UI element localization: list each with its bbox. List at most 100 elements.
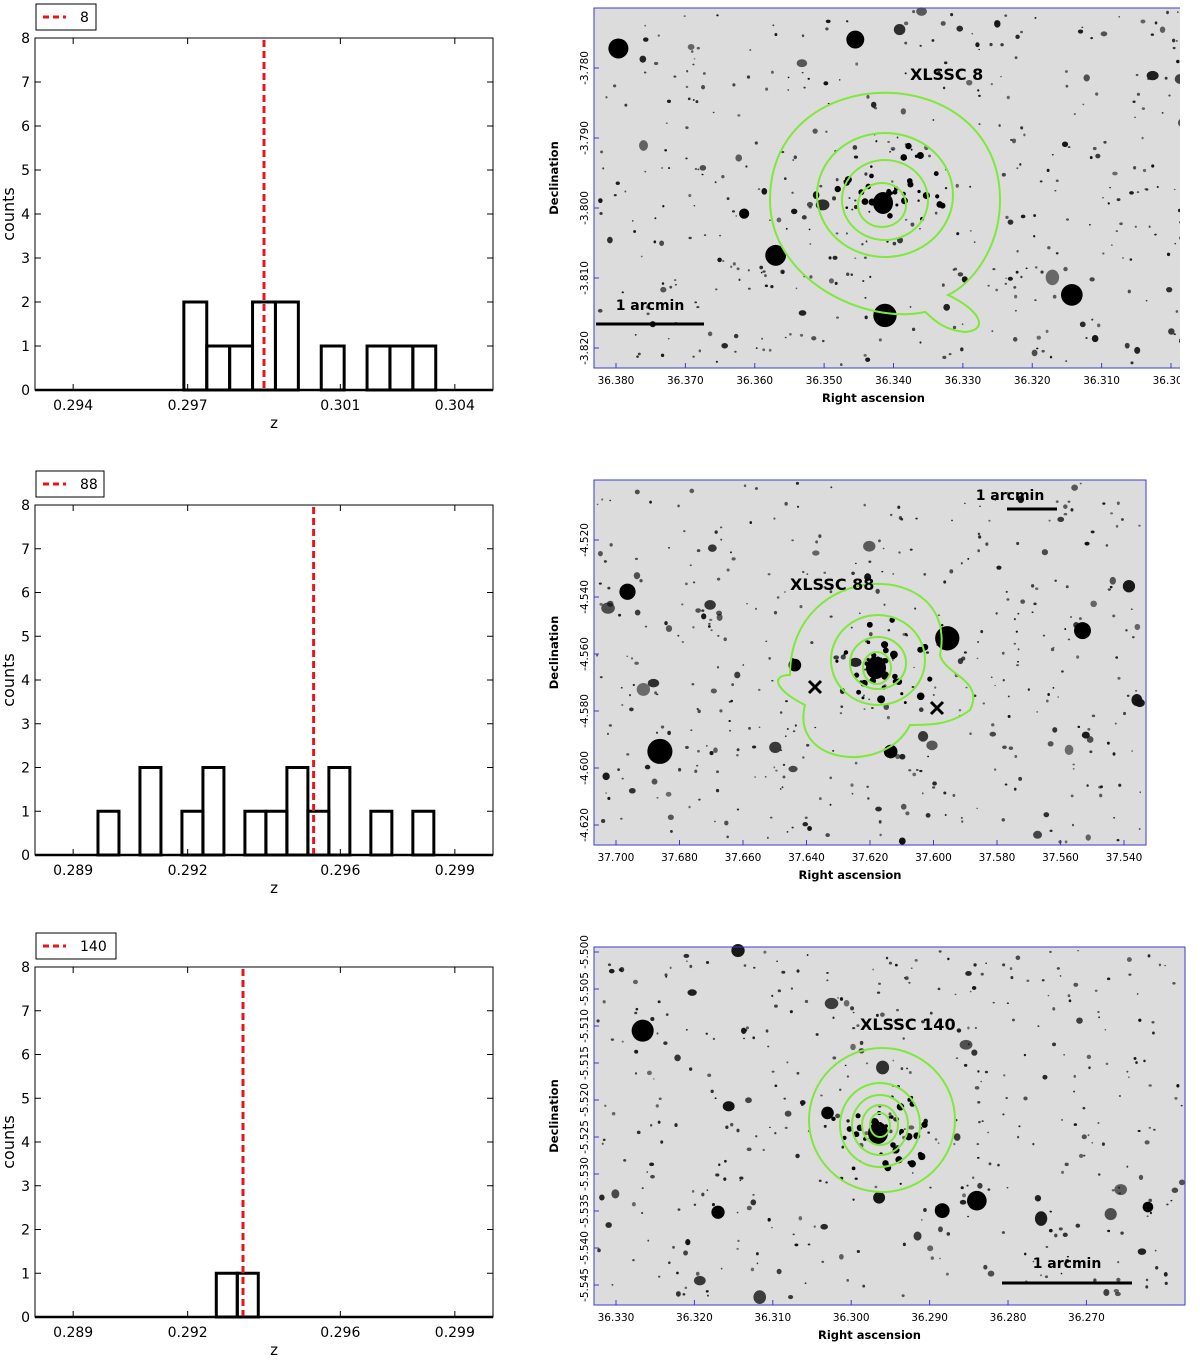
star <box>788 1295 794 1300</box>
star <box>1112 752 1116 756</box>
star <box>892 1059 895 1062</box>
star <box>978 1120 981 1124</box>
star <box>601 1142 604 1145</box>
star <box>714 181 717 184</box>
star <box>1008 715 1010 718</box>
star <box>657 1120 661 1124</box>
ra-tick-label: 36.330 <box>598 1312 635 1324</box>
star <box>651 778 658 785</box>
star <box>683 15 686 17</box>
star <box>835 1113 841 1119</box>
star <box>1136 191 1140 194</box>
star <box>781 970 786 974</box>
star <box>809 243 812 245</box>
star <box>605 1222 612 1228</box>
star <box>683 530 686 533</box>
star <box>1089 223 1091 226</box>
star <box>1086 1054 1092 1060</box>
star <box>1044 1275 1049 1279</box>
star <box>967 1026 970 1030</box>
star <box>1112 171 1118 176</box>
star <box>1016 664 1020 667</box>
star <box>750 1199 757 1206</box>
y-tick-label: 6 <box>21 586 30 602</box>
star <box>908 981 911 984</box>
star <box>821 1260 825 1263</box>
star <box>736 1211 739 1214</box>
star <box>934 1138 938 1141</box>
star <box>878 338 882 342</box>
star <box>916 7 927 16</box>
star <box>820 1223 828 1230</box>
star <box>783 1097 787 1100</box>
star <box>678 767 682 772</box>
star <box>825 27 829 31</box>
star <box>1138 1174 1144 1180</box>
star <box>786 1061 789 1064</box>
cluster-member <box>889 191 893 195</box>
star <box>754 141 758 145</box>
star <box>710 1089 714 1094</box>
star <box>692 626 695 629</box>
star <box>889 150 892 153</box>
star <box>681 641 685 643</box>
star <box>1093 1278 1097 1283</box>
star <box>684 582 688 586</box>
star <box>755 607 757 610</box>
star <box>667 167 671 170</box>
star <box>991 330 994 333</box>
star <box>607 586 611 590</box>
star <box>620 686 623 689</box>
star <box>1004 282 1008 285</box>
star <box>1017 1135 1020 1139</box>
star <box>1087 1134 1090 1137</box>
cluster-member <box>871 652 877 658</box>
star <box>644 764 651 770</box>
legend-label: 88 <box>80 477 98 493</box>
star <box>911 1171 914 1174</box>
star <box>1119 222 1123 226</box>
star <box>667 99 671 103</box>
star <box>1115 230 1119 232</box>
star <box>888 1112 892 1116</box>
xray-contour <box>856 182 908 228</box>
star <box>1089 750 1093 754</box>
star <box>610 1038 615 1041</box>
star <box>861 243 864 246</box>
star <box>745 1097 752 1104</box>
star <box>1103 1288 1110 1297</box>
star <box>1007 695 1010 698</box>
star <box>864 296 867 299</box>
star <box>1116 1277 1121 1282</box>
ra-tick-label: 36.320 <box>1014 375 1051 387</box>
star <box>735 215 738 217</box>
star <box>1042 1074 1048 1080</box>
star <box>952 793 956 798</box>
cluster-member <box>856 689 862 695</box>
star <box>1127 1076 1130 1079</box>
star <box>833 655 840 660</box>
star <box>1129 191 1134 195</box>
star <box>1112 614 1116 618</box>
star <box>810 641 814 645</box>
cluster-member <box>870 165 873 168</box>
star <box>1013 286 1017 289</box>
star <box>1071 823 1075 827</box>
star <box>1019 30 1024 34</box>
star <box>1073 113 1076 115</box>
star <box>646 1070 652 1076</box>
star <box>969 732 972 736</box>
star <box>1043 812 1050 818</box>
star <box>1154 233 1157 236</box>
star <box>720 538 723 541</box>
star <box>921 792 924 795</box>
star <box>756 1262 759 1265</box>
star <box>804 999 809 1004</box>
star <box>983 1264 988 1270</box>
star <box>1077 949 1080 952</box>
y-tick-label: 6 <box>21 1048 30 1064</box>
star <box>734 671 741 679</box>
star <box>642 37 649 42</box>
star <box>783 177 787 181</box>
star <box>934 686 937 689</box>
